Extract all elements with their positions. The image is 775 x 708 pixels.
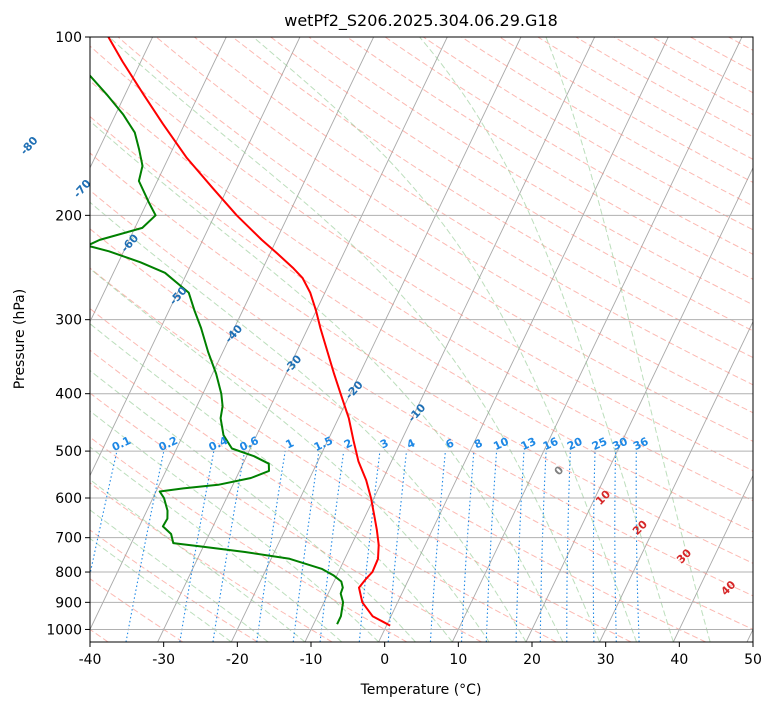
moist-adiabat-line [545, 37, 711, 642]
x-axis-title: Temperature (°C) [360, 682, 482, 698]
y-axis-title: Pressure (hPa) [12, 289, 28, 389]
y-tick-label: 600 [55, 491, 82, 507]
dry-adiabat-line [423, 37, 753, 231]
dry-adiabat-line [155, 37, 753, 414]
dry-adiabat-line [90, 45, 753, 472]
y-tick-label: 700 [55, 531, 82, 547]
mixing-ratio-line [90, 450, 118, 577]
moist-adiabat-line [90, 201, 527, 642]
y-tick-label: 900 [55, 595, 82, 611]
mixing-ratio-label: 30 [610, 435, 630, 453]
mixing-ratio-label: 25 [590, 435, 609, 453]
mixing-ratio-line [125, 450, 165, 642]
moist-adiabat-line [252, 37, 637, 642]
moist-adiabat-line [90, 268, 490, 642]
y-tick-label: 800 [55, 565, 82, 581]
x-tick-label: -20 [226, 652, 249, 668]
y-tick-label: 400 [55, 387, 82, 403]
y-tick-label: 300 [55, 313, 82, 329]
x-tick-label: 40 [670, 652, 688, 668]
isotherm-line [672, 474, 753, 642]
mixing-ratio-line [256, 451, 286, 642]
moist-adiabat-line [90, 369, 416, 642]
x-tick-label: -10 [300, 652, 323, 668]
isotherm-line [90, 37, 154, 169]
x-tick-label: 20 [523, 652, 541, 668]
moist-adiabat-line [419, 37, 674, 642]
dry-adiabat-line [90, 189, 753, 597]
x-tick-label: 0 [380, 652, 389, 668]
y-tick-label: 1000 [46, 622, 82, 638]
isotherm-line [90, 37, 227, 323]
mixing-ratio-line [292, 451, 320, 642]
y-axis: 100 200 300 400 500 600 700 800 900 1000 [46, 30, 90, 638]
moist-adiabat-line [90, 479, 306, 642]
dry-adiabat-line [90, 267, 706, 642]
plot-frame [89, 36, 754, 643]
dry-adiabat-line [117, 37, 753, 442]
dry-adiabat-line [308, 37, 753, 306]
isotherm-line [451, 37, 743, 642]
isotherm-line [157, 37, 448, 642]
dry-adiabat-line [90, 392, 482, 642]
dry-adiabat-line [232, 37, 753, 359]
mixing-ratio-line [212, 451, 246, 642]
dry-adiabat-line [90, 349, 557, 642]
temperature-line [107, 37, 391, 627]
dry-adiabat-line [90, 228, 753, 630]
mixing-ratio-label: 10 [491, 435, 511, 453]
moist-adiabat-line [90, 446, 343, 642]
dry-adiabat-line [90, 115, 753, 533]
moist-adiabat-line [90, 120, 564, 642]
dry-adiabat-line [90, 529, 258, 642]
dry-adiabat-line [90, 307, 632, 642]
y-tick-label: 100 [55, 30, 82, 46]
sounding-series [90, 37, 391, 627]
x-tick-label: -30 [152, 652, 175, 668]
mixing-ratio-label: 16 [541, 435, 561, 453]
y-tick-label: 500 [55, 444, 82, 460]
x-tick-label: 30 [597, 652, 615, 668]
isotherm-line [378, 37, 669, 642]
moist-adiabat-line [90, 323, 453, 642]
dewpoint-line [90, 74, 345, 625]
mixing-ratio-label: 36 [631, 435, 651, 453]
isotherm-line [90, 37, 301, 477]
isotherm-line [599, 320, 753, 642]
dry-adiabat-line [461, 37, 753, 207]
x-tick-label: -40 [79, 652, 102, 668]
plot-area [90, 37, 753, 642]
mixing-ratio-label: 20 [565, 435, 585, 453]
x-tick-label: 10 [449, 652, 467, 668]
chart-title: wetPf2_S206.2025.304.06.29.G18 [284, 11, 558, 31]
isotherm-line [304, 37, 596, 642]
isotherm-line [525, 166, 753, 642]
y-tick-label: 200 [55, 208, 82, 224]
isotherm-line [90, 37, 375, 631]
isotherm-line [230, 37, 522, 642]
dry-adiabat-line [194, 37, 753, 386]
dry-adiabat-line [90, 80, 753, 502]
x-tick-label: 50 [744, 652, 762, 668]
x-axis: -40 -30 -20 -10 0 10 20 30 40 50 [79, 642, 762, 668]
mixing-ratio-line [319, 451, 345, 642]
dry-adiabat-line [270, 37, 753, 332]
dry-adiabat-line [90, 152, 753, 564]
pressure-grid [90, 37, 753, 630]
mixing-ratio-label: 13 [519, 435, 538, 453]
moist-adiabat-line [108, 37, 601, 642]
dry-adiabat-line [537, 37, 753, 160]
